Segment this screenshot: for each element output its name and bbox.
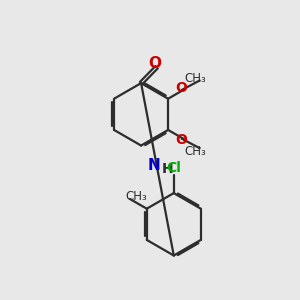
Text: O: O [175,81,187,95]
Text: CH₃: CH₃ [126,190,147,203]
Text: Cl: Cl [166,161,181,175]
Text: H: H [161,162,173,176]
Text: N: N [148,158,161,173]
Text: O: O [149,56,162,71]
Text: CH₃: CH₃ [184,72,206,85]
Text: O: O [175,133,187,147]
Text: CH₃: CH₃ [184,145,206,158]
